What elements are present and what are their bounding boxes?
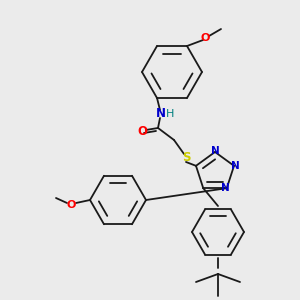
- Text: N: N: [211, 146, 219, 156]
- Text: O: O: [66, 200, 76, 210]
- Text: N: N: [221, 183, 230, 193]
- Text: S: S: [182, 152, 190, 164]
- Text: O: O: [137, 125, 147, 139]
- Text: H: H: [166, 109, 174, 119]
- Text: N: N: [231, 161, 239, 171]
- Text: N: N: [156, 107, 166, 121]
- Text: O: O: [200, 33, 210, 43]
